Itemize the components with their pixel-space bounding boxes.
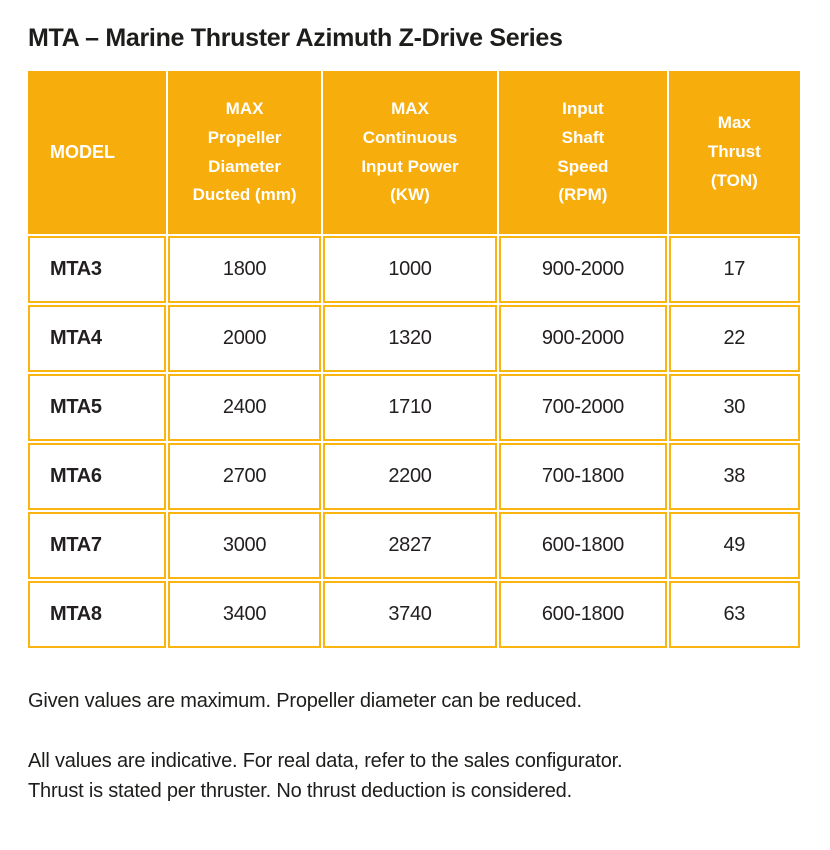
model-cell: MTA7 (28, 512, 167, 579)
model-cell: MTA5 (28, 374, 167, 441)
power-cell: 1710 (322, 374, 498, 441)
column-header-input-power: MAX Continuous Input Power (KW) (322, 71, 498, 234)
column-header-shaft-speed: Input Shaft Speed (RPM) (499, 71, 667, 234)
table-row: MTA5 2400 1710 700-2000 30 (28, 374, 800, 441)
diameter-cell: 2400 (168, 374, 321, 441)
footnote-secondary: All values are indicative. For real data… (28, 750, 623, 802)
speed-cell: 700-1800 (499, 443, 667, 510)
diameter-cell: 2000 (168, 305, 321, 372)
footnote-primary: Given values are maximum. Propeller diam… (28, 690, 582, 712)
speed-cell: 700-2000 (499, 374, 667, 441)
page-title: MTA – Marine Thruster Azimuth Z-Drive Se… (28, 24, 563, 52)
thrust-cell: 38 (668, 443, 800, 510)
thrust-cell: 22 (668, 305, 800, 372)
spec-table-header: MODEL MAX Propeller Diameter Ducted (mm)… (28, 71, 800, 234)
thrust-cell: 30 (668, 374, 800, 441)
power-cell: 2200 (322, 443, 498, 510)
power-cell: 2827 (322, 512, 498, 579)
model-cell: MTA3 (28, 236, 167, 303)
model-cell: MTA8 (28, 581, 167, 648)
table-row: MTA7 3000 2827 600-1800 49 (28, 512, 800, 579)
diameter-cell: 3000 (168, 512, 321, 579)
table-row: MTA4 2000 1320 900-2000 22 (28, 305, 800, 372)
diameter-cell: 2700 (168, 443, 321, 510)
speed-cell: 600-1800 (499, 512, 667, 579)
spec-table-body: MTA3 1800 1000 900-2000 17 MTA4 2000 132… (28, 236, 800, 648)
footnotes: Given values are maximum. Propeller diam… (28, 686, 830, 806)
diameter-cell: 3400 (168, 581, 321, 648)
model-cell: MTA6 (28, 443, 167, 510)
speed-cell: 900-2000 (499, 236, 667, 303)
spec-table: MODEL MAX Propeller Diameter Ducted (mm)… (26, 69, 802, 650)
table-row: MTA3 1800 1000 900-2000 17 (28, 236, 800, 303)
thrust-cell: 49 (668, 512, 800, 579)
header-row: MODEL MAX Propeller Diameter Ducted (mm)… (28, 71, 800, 234)
table-row: MTA8 3400 3740 600-1800 63 (28, 581, 800, 648)
power-cell: 1320 (322, 305, 498, 372)
thrust-cell: 63 (668, 581, 800, 648)
power-cell: 3740 (322, 581, 498, 648)
thrust-cell: 17 (668, 236, 800, 303)
column-header-model: MODEL (28, 71, 167, 234)
table-row: MTA6 2700 2200 700-1800 38 (28, 443, 800, 510)
model-cell: MTA4 (28, 305, 167, 372)
power-cell: 1000 (322, 236, 498, 303)
column-header-max-thrust: Max Thrust (TON) (668, 71, 800, 234)
speed-cell: 600-1800 (499, 581, 667, 648)
diameter-cell: 1800 (168, 236, 321, 303)
speed-cell: 900-2000 (499, 305, 667, 372)
column-header-propeller-diameter: MAX Propeller Diameter Ducted (mm) (168, 71, 321, 234)
